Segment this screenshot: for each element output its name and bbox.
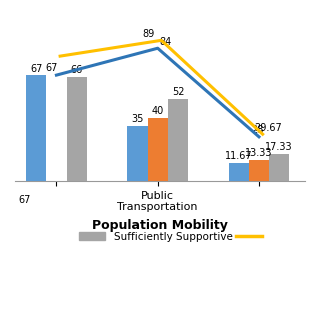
Text: 67: 67 — [18, 195, 30, 205]
Text: 84: 84 — [159, 37, 171, 47]
Bar — [228, 163, 249, 181]
Text: 40: 40 — [152, 106, 164, 116]
Text: 66: 66 — [70, 65, 83, 75]
Bar — [249, 160, 269, 181]
Text: 35: 35 — [131, 114, 144, 124]
Text: 11.67: 11.67 — [225, 151, 252, 161]
Text: 13.33: 13.33 — [245, 148, 273, 158]
X-axis label: Population Mobility: Population Mobility — [92, 220, 228, 232]
Text: 52: 52 — [172, 87, 184, 97]
Text: 67: 67 — [46, 63, 58, 73]
Legend: Sufficiently Supportive, : Sufficiently Supportive, — [75, 227, 274, 246]
Bar — [148, 118, 168, 181]
Text: 67: 67 — [30, 64, 42, 74]
Text: 29.67: 29.67 — [254, 123, 282, 132]
Text: 89: 89 — [142, 29, 155, 39]
Bar — [269, 154, 289, 181]
Bar — [168, 99, 188, 181]
Bar — [67, 77, 87, 181]
Bar — [127, 126, 148, 181]
Text: 17.33: 17.33 — [265, 142, 293, 152]
Text: 28: 28 — [251, 125, 263, 135]
Bar — [26, 75, 46, 181]
